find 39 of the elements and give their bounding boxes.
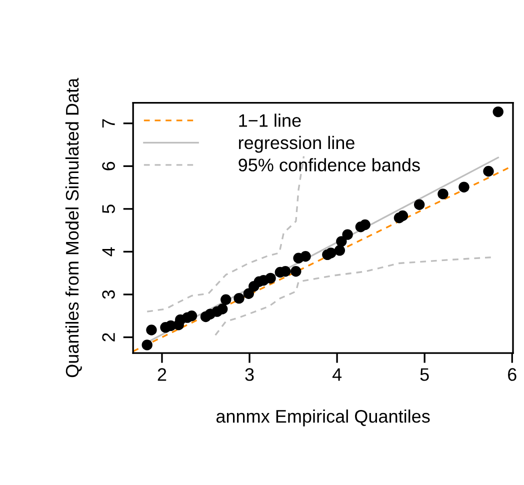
point — [217, 304, 228, 314]
y-tick-label: 6 — [102, 162, 115, 170]
y-axis-title: Quantiles from Model Simulated Data — [65, 78, 82, 378]
point — [414, 199, 425, 210]
y-tick-label: 4 — [102, 247, 115, 256]
point — [342, 229, 353, 240]
legend-label: regression line — [239, 136, 354, 153]
point — [336, 236, 347, 247]
line-series — [214, 256, 494, 336]
y-tick-label: 3 — [102, 290, 115, 299]
point — [483, 166, 494, 177]
x-tick-label: 2 — [158, 368, 166, 381]
y-tick-label: 2 — [102, 333, 115, 342]
point — [360, 219, 370, 230]
point — [300, 251, 311, 262]
point — [397, 210, 408, 222]
x-tick-label: 3 — [245, 368, 254, 381]
x-axis-title: annmx Empirical Quantiles — [216, 409, 430, 426]
point — [265, 272, 276, 284]
point — [326, 248, 336, 258]
point — [142, 340, 152, 350]
point — [243, 288, 254, 299]
x-tick-label: 4 — [332, 368, 342, 381]
point — [220, 294, 232, 305]
x-tick-label: 5 — [420, 368, 429, 381]
point — [334, 245, 346, 256]
x-tick-label: 6 — [508, 368, 516, 381]
point — [186, 310, 198, 322]
point — [458, 182, 470, 192]
point — [492, 106, 504, 118]
point — [290, 266, 302, 277]
point — [146, 324, 157, 336]
legend-label: 95% confidence bands — [238, 158, 420, 172]
y-tick-label: 5 — [102, 204, 115, 214]
legend-label: 1−1 line — [239, 114, 301, 127]
point — [234, 292, 244, 304]
point — [280, 266, 291, 277]
point — [438, 188, 448, 200]
y-tick-label: 7 — [102, 119, 115, 128]
